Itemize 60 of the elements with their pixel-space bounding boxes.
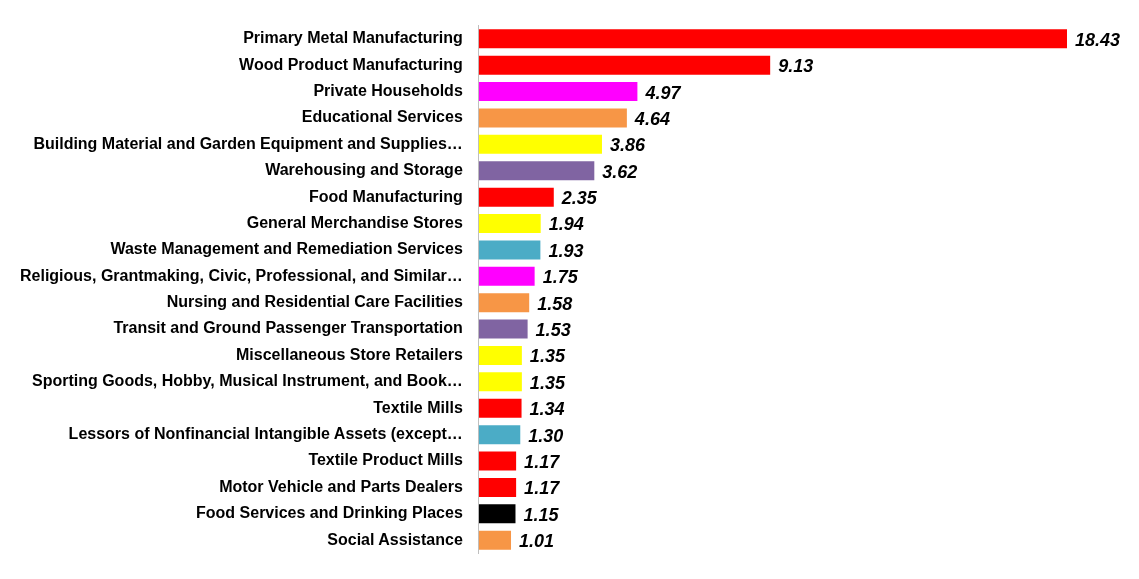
data-label: 1.30 [528, 425, 564, 446]
data-label: 9.13 [778, 56, 814, 77]
bar [478, 266, 535, 286]
bar [478, 319, 528, 339]
data-label: 2.35 [560, 188, 598, 209]
y-tick-label: Transit and Ground Passenger Transportation [113, 319, 463, 337]
y-tick-label: Food Manufacturing [309, 187, 463, 205]
bar [478, 293, 530, 313]
data-label: 1.93 [548, 240, 584, 261]
data-label: 1.35 [529, 372, 566, 393]
data-label: 1.35 [529, 346, 566, 367]
bar [478, 504, 516, 524]
bar [478, 29, 1067, 49]
data-label: 1.01 [519, 531, 555, 552]
y-tick-label: Waste Management and Remediation Services [110, 240, 463, 258]
data-label: 1.17 [524, 452, 561, 472]
y-tick-label: Social Assistance [327, 530, 463, 548]
data-label: 1.58 [537, 293, 573, 314]
bar [478, 530, 512, 550]
data-label: 4.97 [644, 82, 682, 103]
bar [478, 108, 627, 128]
bar [478, 345, 522, 365]
data-label: 3.86 [609, 135, 646, 156]
bar [478, 214, 541, 234]
data-label: 1.75 [542, 267, 579, 288]
y-tick-label: Wood Product Manufacturing [239, 55, 463, 73]
bar [478, 398, 522, 418]
data-label: 1.15 [523, 504, 560, 525]
bar [478, 451, 517, 471]
y-tick-label: Motor Vehicle and Parts Dealers [219, 477, 463, 495]
y-tick-label: Lessors of Nonfinancial Intangible Assets (except… [68, 425, 463, 443]
bar [478, 477, 517, 497]
bar [478, 134, 602, 154]
y-tick-label: Educational Services [301, 108, 463, 126]
bar [478, 82, 638, 102]
y-tick-label: Miscellaneous Store Retailers [236, 345, 463, 363]
bar [478, 161, 595, 181]
bar [478, 240, 541, 260]
bar [478, 425, 521, 445]
data-label: 1.94 [548, 214, 584, 235]
y-tick-label: Religious, Grantmaking, Civic, Professional, and Similar… [20, 266, 463, 284]
y-tick-label: Nursing and Residential Care Facilities [166, 293, 463, 311]
data-label: 1.53 [535, 320, 571, 341]
y-tick-label: Textile Mills [373, 398, 463, 416]
data-label: 18.43 [1075, 29, 1121, 50]
y-tick-label: Building Material and Garden Equipment and Supplies… [33, 134, 463, 152]
bar [478, 55, 771, 75]
y-tick-label: Private Households [313, 81, 463, 99]
y-tick-label: Food Services and Drinking Places [196, 504, 463, 522]
y-tick-label: Sporting Goods, Hobby, Musical Instrument, and Book… [31, 372, 463, 390]
y-tick-label: Textile Product Mills [308, 451, 463, 469]
data-label: 3.62 [602, 161, 638, 182]
data-label: 1.34 [529, 399, 565, 420]
data-label: 1.17 [524, 478, 561, 499]
bar [478, 372, 522, 392]
y-tick-label: General Merchandise Stores [246, 213, 463, 231]
y-tick-label: Primary Metal Manufacturing [243, 29, 463, 47]
data-label: 4.64 [633, 108, 670, 129]
y-tick-label: Warehousing and Storage [265, 161, 463, 179]
bar [478, 187, 554, 207]
